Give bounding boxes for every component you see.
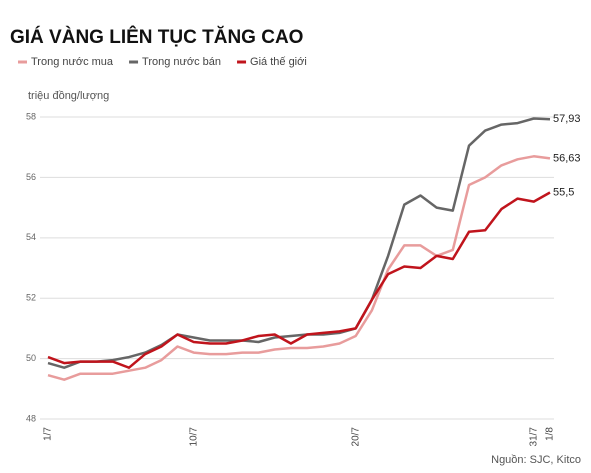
y-tick-label: 56 [26,172,36,182]
legend-label: Trong nước mua [31,56,114,68]
y-axis-label: triệu đồng/lượng [28,90,109,102]
data-label: 56,63 [553,152,581,164]
y-tick-label: 58 [26,111,36,121]
data-label: 57,93 [553,113,581,125]
y-tick-label: 54 [26,232,36,242]
y-tick-label: 50 [26,353,36,363]
x-tick-label: 1/7 [43,427,54,441]
line [47,155,551,381]
legend-label: Giá thế giới [250,56,307,68]
y-tick-label: 52 [26,293,36,303]
x-tick-label: 31/7 [528,427,539,447]
line [47,191,551,369]
x-tick-label: 1/8 [545,427,556,441]
x-tick-label: 20/7 [350,427,361,447]
source: Nguồn: SJC, Kitco [491,454,581,466]
y-tick-label: 48 [26,413,36,423]
data-label: 55,5 [553,186,574,198]
line [47,117,551,369]
legend-label: Trong nước bán [142,56,221,68]
chart-title: GIÁ VÀNG LIÊN TỤC TĂNG CAO [10,26,303,48]
x-tick-label: 10/7 [188,427,199,447]
